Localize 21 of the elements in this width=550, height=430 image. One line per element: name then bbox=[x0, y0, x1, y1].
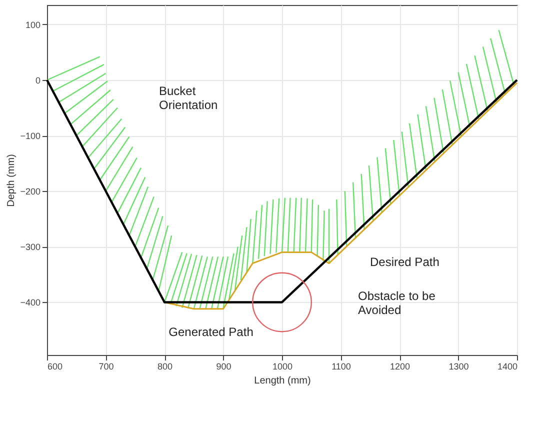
y-tick-label: 100 bbox=[25, 20, 40, 30]
y-tick-label: −200 bbox=[20, 186, 40, 197]
y-tick-label: −300 bbox=[20, 242, 40, 252]
y-tick-label: −100 bbox=[20, 131, 40, 142]
annotation: Generated Path bbox=[168, 325, 254, 339]
annotation: Bucket Orientation bbox=[159, 84, 218, 112]
x-tick-label: 900 bbox=[216, 362, 232, 372]
y-axis-title: Depth (mm) bbox=[6, 154, 18, 207]
annotation: Obstacle to be Avoided bbox=[358, 289, 436, 317]
x-tick-label: 700 bbox=[98, 362, 114, 372]
x-axis-title: Length (mm) bbox=[254, 376, 311, 386]
x-tick-label: 800 bbox=[157, 362, 173, 372]
x-tick-label: 1200 bbox=[390, 362, 410, 372]
x-tick-label: 1400 bbox=[497, 362, 518, 372]
y-tick-label: −400 bbox=[20, 298, 40, 308]
annotation: Desired Path bbox=[370, 255, 440, 269]
x-tick-label: 1300 bbox=[448, 362, 469, 372]
y-tick-label: 0 bbox=[35, 76, 40, 86]
x-tick-label: 1000 bbox=[272, 362, 293, 372]
x-tick-label: 1100 bbox=[332, 362, 351, 372]
x-tick-label: 600 bbox=[48, 362, 63, 372]
